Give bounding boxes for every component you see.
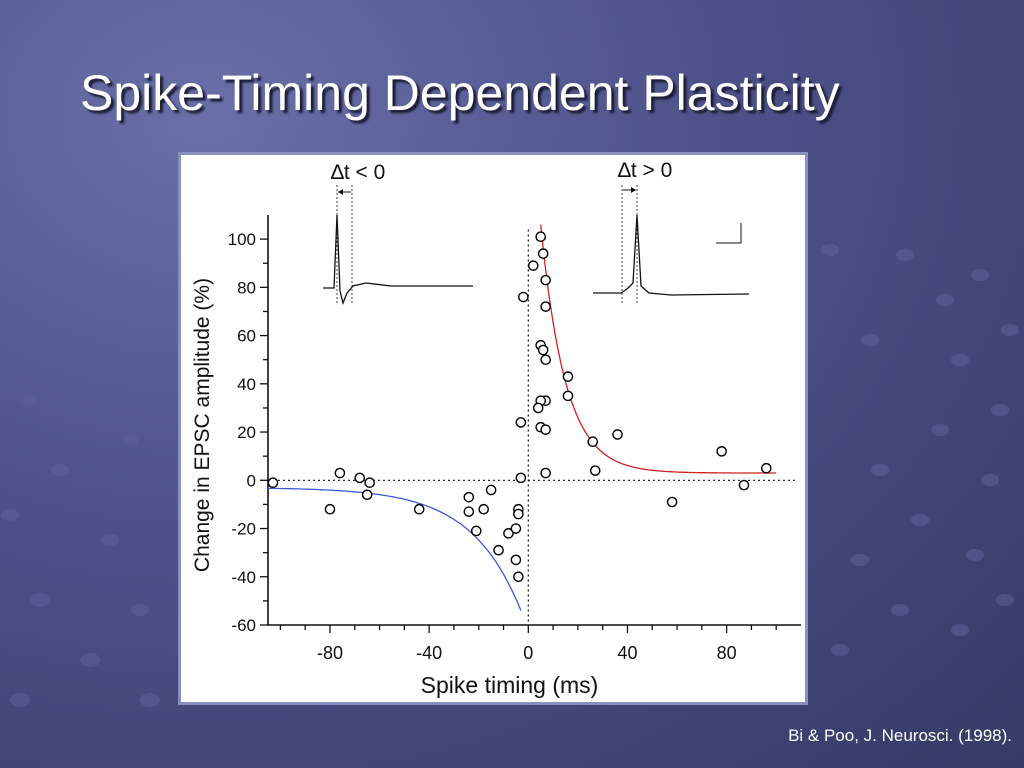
x-tick-label: 40 <box>617 643 637 663</box>
x-tick-label: 80 <box>717 643 737 663</box>
data-point <box>587 436 599 448</box>
data-point <box>589 465 601 476</box>
stdp-scatter-chart: ∆t < 0 ∆t > 0 100 80 60 40 20 0 -20 -40 -60 -80 -4… <box>191 159 801 698</box>
data-point <box>493 544 504 556</box>
y-tick-label: -40 <box>231 568 256 587</box>
data-point <box>354 472 366 484</box>
y-tick-label: 0 <box>247 471 256 490</box>
slide-title: Spike-Timing Dependent Plasticity <box>80 65 840 121</box>
y-tick-label: 40 <box>237 375 256 394</box>
data-point <box>540 274 551 286</box>
data-point <box>324 503 336 515</box>
data-point <box>527 260 539 271</box>
data-point <box>760 462 772 474</box>
y-tick-label: -20 <box>231 520 256 539</box>
data-point <box>463 491 475 503</box>
figure-panel: ∆t < 0 ∆t > 0 100 80 60 40 20 0 -20 -40 -60 -80 -4… <box>178 152 808 705</box>
data-point <box>540 354 551 366</box>
ltp-fit-curve <box>540 224 777 474</box>
ltd-fit-curve <box>268 487 522 611</box>
x-tick-label: -40 <box>416 643 442 663</box>
y-tick-label: 80 <box>237 278 256 297</box>
data-point <box>537 248 549 259</box>
data-point <box>513 508 524 520</box>
data-point <box>537 344 549 356</box>
data-point <box>612 429 623 440</box>
data-point <box>361 489 373 501</box>
data-point <box>510 554 522 566</box>
data-point <box>470 525 482 537</box>
data-point <box>518 291 529 303</box>
data-point <box>562 371 574 382</box>
inset-ltd-trace <box>323 185 473 306</box>
data-point <box>267 477 279 489</box>
data-point <box>532 402 544 414</box>
inset-ltp-label: ∆t > 0 <box>618 159 672 182</box>
inset-ltp-trace <box>593 185 750 305</box>
data-point <box>478 503 489 515</box>
data-point <box>364 477 375 489</box>
y-axis-label: Change in EPSC amplitude (%) <box>191 278 214 572</box>
data-point <box>510 523 522 534</box>
data-point <box>413 503 425 515</box>
y-tick-label: 20 <box>237 423 256 442</box>
data-point <box>540 424 551 435</box>
data-point <box>515 472 527 484</box>
data-point <box>463 506 475 517</box>
data-point <box>485 484 497 496</box>
data-point <box>666 496 678 508</box>
data-point <box>535 231 546 243</box>
data-point <box>562 390 574 402</box>
y-tick-label: -60 <box>231 616 256 635</box>
data-point <box>540 467 551 479</box>
inset-ltd-label: ∆t < 0 <box>331 161 385 184</box>
data-point <box>334 467 346 479</box>
data-point <box>738 479 750 491</box>
x-tick-label: 0 <box>523 643 533 663</box>
y-tick-label: 60 <box>237 327 256 346</box>
data-point <box>515 417 527 428</box>
y-tick-label: 100 <box>228 230 256 249</box>
data-point <box>513 571 524 583</box>
data-point <box>503 528 514 539</box>
data-point <box>716 446 727 457</box>
x-tick-label: -80 <box>317 643 343 663</box>
data-point <box>540 301 551 312</box>
x-axis-label: Spike timing (ms) <box>421 672 599 698</box>
citation-text: Bi & Poo, J. Neurosci. (1998). <box>788 726 1012 745</box>
